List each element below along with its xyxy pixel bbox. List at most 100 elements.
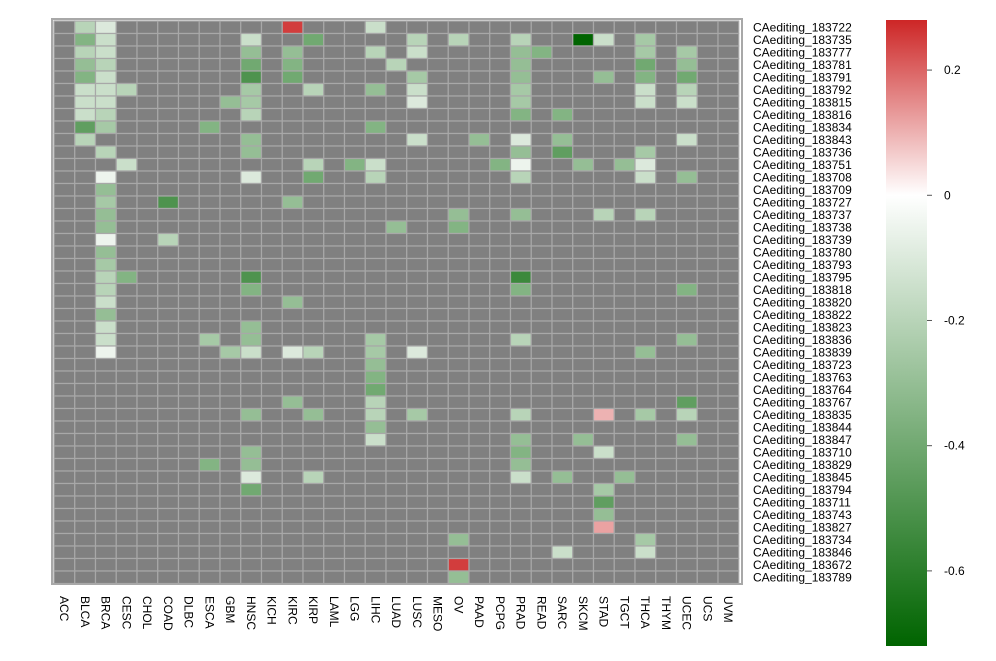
heatmap-cell [136, 32, 159, 47]
heatmap-cell [530, 107, 553, 122]
heatmap-cell [240, 395, 263, 410]
heatmap-cell [94, 45, 117, 60]
heatmap-cell [240, 545, 263, 560]
heatmap-cell [177, 270, 200, 285]
heatmap-cell [74, 520, 97, 535]
heatmap-cell [302, 545, 325, 560]
heatmap-cell [696, 170, 719, 185]
heatmap-cell [675, 32, 698, 47]
heatmap-cell [260, 182, 283, 197]
heatmap-cell [509, 395, 532, 410]
heatmap-cell [136, 457, 159, 472]
row-label: CAediting_183722 [753, 20, 852, 34]
heatmap-cell [509, 257, 532, 272]
heatmap-cell [136, 232, 159, 247]
heatmap-cell [281, 332, 304, 347]
row-label: CAediting_183843 [753, 133, 852, 147]
heatmap-cell [94, 307, 117, 322]
heatmap-cell [343, 107, 366, 122]
heatmap-cell [613, 570, 636, 585]
row-label: CAediting_183793 [753, 258, 852, 272]
heatmap-cell [468, 57, 491, 72]
heatmap-cell [136, 320, 159, 335]
heatmap-cell [592, 70, 615, 85]
heatmap-cell [219, 370, 242, 385]
heatmap-cell [115, 207, 138, 222]
heatmap-cell [385, 245, 408, 260]
heatmap-cell [136, 170, 159, 185]
heatmap-cell [572, 145, 595, 160]
legend-tick-label: -0.2 [944, 313, 965, 327]
heatmap-cell [281, 32, 304, 47]
heatmap-cell [385, 170, 408, 185]
heatmap-cell [613, 45, 636, 60]
heatmap-cell [157, 82, 180, 97]
heatmap-cell [302, 532, 325, 547]
heatmap-cell [530, 332, 553, 347]
heatmap-cell [509, 470, 532, 485]
heatmap-cell [426, 132, 449, 147]
row-label: CAediting_183792 [753, 83, 852, 97]
heatmap-cell [343, 545, 366, 560]
heatmap-cell [385, 132, 408, 147]
heatmap-cell [613, 282, 636, 297]
heatmap-cell [572, 395, 595, 410]
heatmap-cell [219, 245, 242, 260]
heatmap-cell [260, 332, 283, 347]
heatmap-cell [634, 82, 657, 97]
heatmap-cell [240, 407, 263, 422]
heatmap-cell [634, 370, 657, 385]
heatmap-cell [406, 495, 429, 510]
heatmap-cell [177, 307, 200, 322]
heatmap-cell [53, 257, 76, 272]
heatmap-cell [53, 457, 76, 472]
heatmap-cell [302, 432, 325, 447]
heatmap-cell [323, 207, 346, 222]
heatmap-cell [551, 170, 574, 185]
heatmap-cell [530, 295, 553, 310]
heatmap-cell [53, 207, 76, 222]
heatmap-cell [447, 432, 470, 447]
heatmap-cell [509, 182, 532, 197]
heatmap-cell [675, 170, 698, 185]
heatmap-cell [385, 307, 408, 322]
heatmap-cell [219, 470, 242, 485]
heatmap-cell [406, 532, 429, 547]
heatmap-cell [447, 245, 470, 260]
heatmap-cell [530, 257, 553, 272]
heatmap-cell [177, 320, 200, 335]
heatmap-cell [53, 20, 76, 35]
heatmap-cell [115, 145, 138, 160]
heatmap-cell [281, 345, 304, 360]
heatmap-cell [281, 245, 304, 260]
heatmap-cell [696, 370, 719, 385]
heatmap-cell [74, 545, 97, 560]
heatmap-cell [94, 82, 117, 97]
heatmap-cell [551, 570, 574, 585]
heatmap-cell [696, 120, 719, 135]
heatmap-cell [447, 32, 470, 47]
heatmap-cell [509, 32, 532, 47]
heatmap-cell [530, 70, 553, 85]
heatmap-cell [572, 82, 595, 97]
heatmap-cell [468, 507, 491, 522]
heatmap-cell [489, 532, 512, 547]
heatmap-cell [323, 507, 346, 522]
heatmap-cell [136, 132, 159, 147]
heatmap-cell [675, 457, 698, 472]
legend-tick-label: -0.4 [944, 439, 965, 453]
heatmap-cell [94, 270, 117, 285]
heatmap-cell [219, 45, 242, 60]
heatmap-cell [696, 270, 719, 285]
heatmap-cell [717, 182, 740, 197]
heatmap-cell [551, 245, 574, 260]
heatmap-cell [364, 145, 387, 160]
heatmap-cell [281, 545, 304, 560]
heatmap-cell [675, 482, 698, 497]
heatmap-cell [323, 245, 346, 260]
heatmap-cell [198, 320, 221, 335]
heatmap-cell [530, 520, 553, 535]
heatmap-cell [323, 95, 346, 110]
heatmap-cell [198, 95, 221, 110]
heatmap-cell [240, 432, 263, 447]
